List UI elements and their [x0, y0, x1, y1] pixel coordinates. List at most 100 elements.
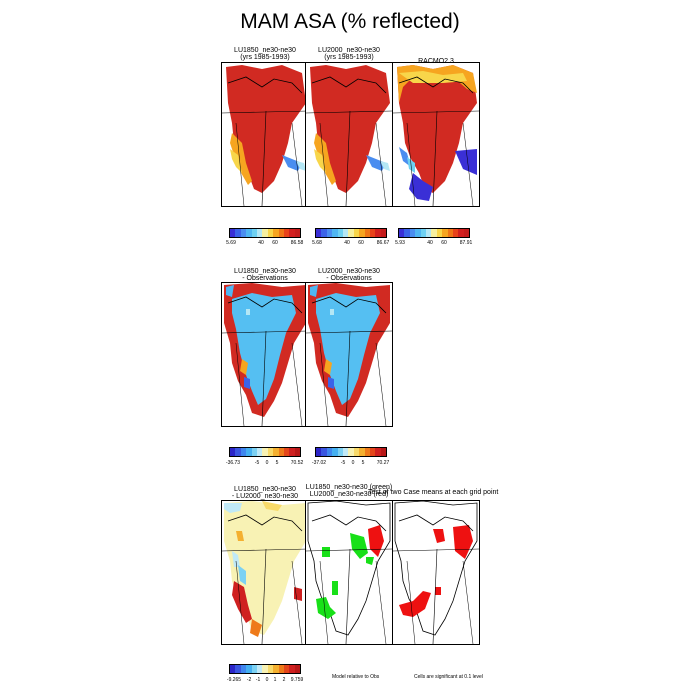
panel-subtitle-line: - LU2000_ne30-ne30	[231, 493, 299, 500]
colorbar-swatch	[240, 229, 247, 237]
colorbar-swatch	[326, 448, 333, 456]
page-title: MAM ASA (% reflected)	[240, 10, 460, 33]
colorbar-swatch	[251, 665, 257, 673]
tick-label: -36.73	[225, 460, 241, 466]
tick-label: 70.27	[376, 460, 390, 466]
colorbar-swatch	[326, 229, 333, 237]
tick-label: 0	[265, 677, 269, 683]
colorbar-r1-1	[229, 228, 301, 238]
tick-label: -5	[340, 460, 346, 466]
colorbar-swatch	[246, 229, 252, 237]
tick-label: 40	[258, 240, 264, 246]
tick-label: 9.759	[290, 677, 304, 683]
tick-label: 86.58	[290, 240, 304, 246]
tick-label: -2	[246, 677, 252, 683]
colorbar-swatch	[235, 448, 241, 456]
panel-title-line: Test of two Case means at each grid poin…	[368, 489, 499, 496]
tick-label: 5.68	[312, 240, 322, 246]
colorbar-swatch	[316, 229, 322, 237]
colorbar-r2-1	[229, 447, 301, 457]
map-panel-significance-colored	[305, 500, 393, 645]
colorbar-swatch	[262, 448, 268, 456]
colorbar-swatch	[342, 448, 349, 456]
colorbar-r1-2	[315, 228, 387, 238]
map-panel-significance	[392, 500, 480, 645]
colorbar-r1-3	[398, 228, 470, 238]
map-panel-racmo	[392, 62, 480, 207]
note-model-relative: Model relative to Obs	[332, 674, 380, 680]
panel-subtitle-line: - Observations	[242, 275, 288, 282]
colorbar-swatch	[364, 229, 370, 237]
tick-label: 40	[427, 240, 433, 246]
colorbar-swatch	[436, 229, 443, 237]
colorbar-swatch	[321, 229, 327, 237]
greenland-map	[222, 65, 308, 206]
colorbar-swatch	[399, 229, 405, 237]
panel-title-line: LU1850_ne30-ne30 (green)	[305, 484, 393, 491]
panel-title-r2-1: LU1850_ne30-ne30 - Observations	[221, 268, 309, 282]
colorbar-swatch	[404, 229, 410, 237]
colorbar-r3-1	[229, 664, 301, 674]
tick-label: 60	[358, 240, 364, 246]
tick-label: 60	[272, 240, 278, 246]
colorbar-swatch	[359, 229, 365, 237]
map-panel-lu2000	[305, 62, 393, 207]
colorbar-swatch	[348, 448, 354, 456]
colorbar-swatch	[235, 229, 241, 237]
colorbar-swatch	[283, 665, 290, 673]
colorbar-swatch	[452, 229, 459, 237]
colorbar-swatch	[246, 448, 252, 456]
colorbar-swatch	[267, 665, 274, 673]
panel-title-line: LU1850_ne30-ne30	[234, 268, 296, 275]
tick-label: -5	[254, 460, 260, 466]
colorbar-swatch	[267, 448, 274, 456]
colorbar-swatch	[409, 229, 416, 237]
colorbar-swatch	[431, 229, 437, 237]
tick-label: -37.02	[311, 460, 327, 466]
greenland-map	[222, 283, 308, 426]
colorbar-swatch	[256, 448, 263, 456]
colorbar-swatch	[246, 665, 252, 673]
colorbar-swatch	[289, 229, 295, 237]
colorbar-swatch	[337, 448, 343, 456]
colorbar-swatch	[267, 229, 274, 237]
colorbar-swatch	[425, 229, 432, 237]
colorbar-swatch	[316, 448, 322, 456]
tick-label: 5.93	[395, 240, 405, 246]
colorbar-swatch	[369, 229, 376, 237]
map-panel-lu2000-obs	[305, 282, 393, 427]
tick-label: -9.265	[226, 677, 242, 683]
colorbar-swatch	[240, 665, 247, 673]
colorbar-swatch	[442, 229, 448, 237]
colorbar-swatch	[353, 229, 360, 237]
colorbar-swatch	[463, 229, 470, 237]
colorbar-swatch	[283, 448, 290, 456]
greenland-map	[306, 65, 392, 206]
panel-title-r3-3: Test of two Case means at each grid poin…	[368, 489, 528, 496]
colorbar-swatch	[235, 665, 241, 673]
panel-subtitle-line: - Observations	[326, 275, 372, 282]
colorbar-swatch	[380, 448, 387, 456]
colorbar-swatch	[380, 229, 387, 237]
greenland-map	[393, 65, 479, 206]
greenland-map	[222, 501, 308, 644]
colorbar-swatch	[458, 229, 464, 237]
colorbar-swatch	[256, 229, 263, 237]
colorbar-swatch	[230, 665, 236, 673]
tick-label: 0	[351, 460, 355, 466]
tick-label: 2	[282, 677, 286, 683]
colorbar-swatch	[375, 448, 381, 456]
colorbar-swatch	[289, 665, 295, 673]
tick-label: 60	[441, 240, 447, 246]
greenland-map	[306, 283, 392, 426]
colorbar-swatch	[415, 229, 421, 237]
colorbar-swatch	[369, 448, 376, 456]
colorbar-swatch	[256, 665, 263, 673]
colorbar-swatch	[251, 229, 257, 237]
panel-title-line: LU2000_ne30-ne30	[318, 47, 380, 54]
panel-title-r3-1: LU1850_ne30-ne30 - LU2000_ne30-ne30	[221, 486, 309, 500]
colorbar-swatch	[273, 448, 279, 456]
colorbar-swatch	[240, 448, 247, 456]
colorbar-swatch	[353, 448, 360, 456]
map-panel-lu1850	[221, 62, 309, 207]
